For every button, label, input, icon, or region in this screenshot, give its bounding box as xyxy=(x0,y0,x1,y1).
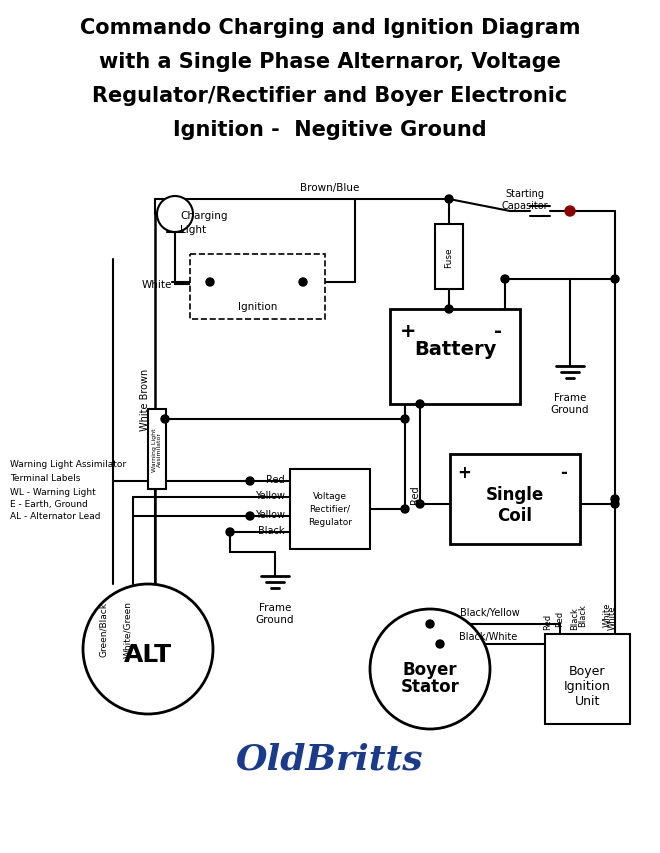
Text: Regulator/Rectifier and Boyer Electronic: Regulator/Rectifier and Boyer Electronic xyxy=(92,86,568,106)
Text: Terminal Labels: Terminal Labels xyxy=(10,473,81,483)
Text: +: + xyxy=(400,322,416,341)
Bar xyxy=(450,455,580,544)
Circle shape xyxy=(157,197,193,233)
Bar xyxy=(290,469,370,549)
Circle shape xyxy=(416,501,424,508)
Text: Warning Light Assimilator: Warning Light Assimilator xyxy=(10,460,126,468)
Text: Ignition -  Negitive Ground: Ignition - Negitive Ground xyxy=(173,120,487,140)
Bar xyxy=(435,224,463,290)
Text: Stator: Stator xyxy=(401,677,459,695)
Text: Boyer: Boyer xyxy=(403,660,457,678)
Text: White: White xyxy=(142,280,172,290)
Text: E - Earth, Ground: E - Earth, Ground xyxy=(10,499,88,508)
Text: Boyer: Boyer xyxy=(569,664,606,677)
Circle shape xyxy=(206,279,214,287)
Text: Starting: Starting xyxy=(506,189,544,199)
Bar xyxy=(190,255,325,320)
Text: Single: Single xyxy=(486,485,544,503)
Text: Red: Red xyxy=(543,613,552,630)
Circle shape xyxy=(611,501,619,508)
Text: Black: Black xyxy=(570,606,579,630)
Text: Ground: Ground xyxy=(550,404,589,415)
Circle shape xyxy=(161,415,169,423)
Circle shape xyxy=(565,206,575,217)
Text: White/Green: White/Green xyxy=(123,601,133,658)
Text: Charging: Charging xyxy=(180,211,228,221)
Text: Black: Black xyxy=(259,525,285,536)
Circle shape xyxy=(401,506,409,514)
Circle shape xyxy=(445,305,453,314)
Text: Regulator: Regulator xyxy=(308,518,352,526)
Text: Battery: Battery xyxy=(414,339,496,358)
Text: -: - xyxy=(494,322,502,341)
Circle shape xyxy=(401,415,409,423)
Circle shape xyxy=(445,196,453,204)
Circle shape xyxy=(426,620,434,629)
Text: Warning Light
Assimilator: Warning Light Assimilator xyxy=(152,427,162,471)
Text: Ground: Ground xyxy=(255,614,294,624)
Text: White Brown: White Brown xyxy=(140,368,150,431)
Text: Yellow: Yellow xyxy=(255,509,285,519)
Circle shape xyxy=(246,513,254,520)
Text: White: White xyxy=(607,605,616,630)
Text: Yellow: Yellow xyxy=(255,490,285,501)
Text: Green/Black: Green/Black xyxy=(98,602,108,657)
Text: Ignition: Ignition xyxy=(238,302,277,311)
Bar xyxy=(390,310,520,404)
Text: Black/White: Black/White xyxy=(459,631,517,641)
Text: Voltage: Voltage xyxy=(313,491,347,501)
Text: Frame: Frame xyxy=(259,602,291,612)
Text: +: + xyxy=(457,463,471,481)
Text: ALT: ALT xyxy=(124,642,172,666)
Circle shape xyxy=(436,641,444,648)
Text: with a Single Phase Alternaror, Voltage: with a Single Phase Alternaror, Voltage xyxy=(99,52,561,72)
Text: -: - xyxy=(560,463,568,481)
Text: Capasitor: Capasitor xyxy=(502,200,548,211)
Text: AL - Alternator Lead: AL - Alternator Lead xyxy=(10,512,100,520)
Text: Red: Red xyxy=(267,474,285,485)
Text: WL - Warning Light: WL - Warning Light xyxy=(10,487,96,496)
Circle shape xyxy=(611,276,619,284)
Text: Rectifier/: Rectifier/ xyxy=(310,504,350,514)
Ellipse shape xyxy=(370,609,490,729)
Circle shape xyxy=(501,276,509,284)
Circle shape xyxy=(299,279,307,287)
Text: Black: Black xyxy=(579,603,587,626)
Circle shape xyxy=(226,528,234,537)
Circle shape xyxy=(416,401,424,409)
Text: Black/Yellow: Black/Yellow xyxy=(460,607,520,618)
Circle shape xyxy=(611,496,619,503)
Bar xyxy=(148,409,166,490)
Text: Red: Red xyxy=(410,485,420,503)
Text: Ignition: Ignition xyxy=(564,679,611,692)
Text: Coil: Coil xyxy=(498,507,533,525)
Ellipse shape xyxy=(83,584,213,714)
Text: Frame: Frame xyxy=(554,392,586,403)
Text: Red: Red xyxy=(556,610,564,626)
Text: Brown/Blue: Brown/Blue xyxy=(300,183,360,193)
Text: White: White xyxy=(603,602,612,626)
Text: Unit: Unit xyxy=(575,694,600,707)
Circle shape xyxy=(246,478,254,485)
Text: Fuse: Fuse xyxy=(444,247,453,268)
Text: Commando Charging and Ignition Diagram: Commando Charging and Ignition Diagram xyxy=(80,18,580,38)
Bar xyxy=(545,635,630,724)
Text: Light: Light xyxy=(180,224,206,235)
Text: OldBritts: OldBritts xyxy=(236,742,424,776)
